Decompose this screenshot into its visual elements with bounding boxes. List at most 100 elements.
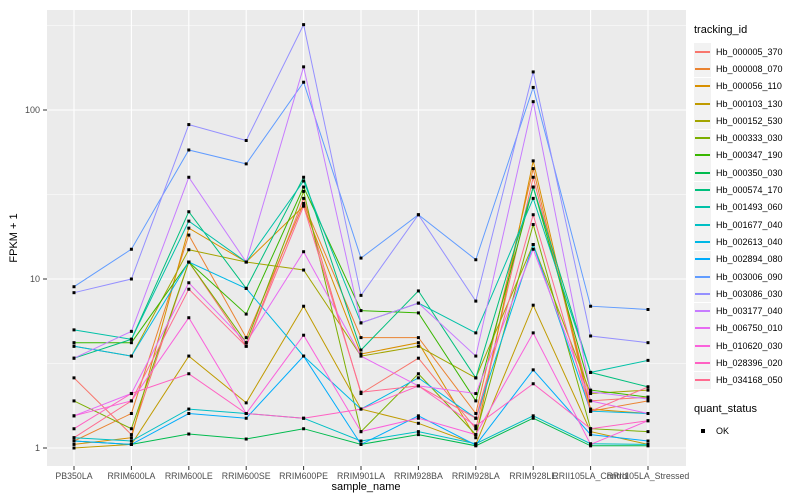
data-point — [416, 372, 420, 376]
data-point — [359, 256, 363, 260]
legend-item-label: Hb_003086_030 — [716, 288, 783, 299]
data-point — [72, 436, 76, 440]
data-point — [244, 412, 248, 416]
legend-line-swatch — [695, 223, 710, 226]
legend-item: Hb_010620_030 — [694, 337, 798, 355]
data-point — [589, 390, 593, 394]
y-tick-label: 1 — [35, 443, 40, 453]
legend-item: Hb_000347_190 — [694, 146, 798, 164]
legend-key — [694, 181, 711, 199]
legend-point-swatch — [700, 428, 705, 433]
data-point — [187, 287, 191, 291]
legend-item-label: Hb_000333_030 — [716, 133, 783, 144]
legend-item-label: Hb_000008_070 — [716, 63, 783, 74]
legend-item-label: Hb_000152_530 — [716, 115, 783, 126]
legend-item-label: Hb_000103_130 — [716, 98, 783, 109]
legend-line-swatch — [695, 344, 710, 347]
data-point — [589, 430, 593, 434]
data-point — [187, 354, 191, 358]
x-tick-label: RRIM928BA — [394, 471, 443, 481]
legend-item-label: Hb_002613_040 — [716, 236, 783, 247]
legend-item-label: Hb_034168_050 — [716, 375, 783, 386]
x-tick-label: RRII105LA_Control — [552, 471, 628, 481]
data-point — [416, 344, 420, 348]
data-point — [589, 304, 593, 308]
legend-line-swatch — [695, 275, 710, 278]
data-point — [244, 341, 248, 345]
x-tick-label: RRII105LA_Stressed — [607, 471, 690, 481]
data-point — [302, 80, 306, 84]
data-point — [302, 416, 306, 420]
legend-key — [694, 43, 711, 61]
data-point — [129, 427, 133, 431]
data-point — [129, 436, 133, 440]
data-point — [244, 286, 248, 290]
legend-key — [694, 77, 711, 95]
legend-item: Hb_000008_070 — [694, 60, 798, 78]
data-point — [302, 23, 306, 27]
data-point — [187, 316, 191, 320]
data-point — [187, 372, 191, 376]
y-tick-label: 10 — [30, 274, 40, 284]
legend-item-label: Hb_000056_110 — [716, 81, 782, 92]
quant-status-label: OK — [716, 425, 730, 436]
data-point — [531, 414, 535, 418]
data-point — [589, 334, 593, 338]
data-point — [359, 348, 363, 352]
data-point — [589, 427, 593, 431]
data-point — [589, 433, 593, 437]
legend-item: Hb_006750_010 — [694, 319, 798, 337]
legend-key — [694, 422, 711, 439]
fpkm-profile-chart: 1 10 100 PB350LA RRIM600LA RRIM600LE RRIM600SE… — [25, 10, 690, 481]
data-point — [474, 299, 478, 303]
y-axis-title: FPKM + 1 — [8, 213, 20, 263]
legend-item: Hb_000574_170 — [694, 181, 798, 199]
data-point — [646, 419, 650, 423]
legend-key — [694, 354, 711, 372]
data-point — [531, 331, 535, 335]
legend-line-swatch — [695, 189, 710, 192]
data-point — [187, 175, 191, 179]
legend-key — [694, 164, 711, 182]
data-point — [187, 210, 191, 214]
data-point — [187, 148, 191, 152]
data-point — [531, 213, 535, 217]
data-point — [244, 336, 248, 340]
legend-line-swatch — [695, 327, 710, 330]
data-point — [302, 333, 306, 337]
data-point — [129, 247, 133, 251]
data-point — [416, 301, 420, 305]
data-point — [646, 399, 650, 403]
data-point — [187, 260, 191, 264]
x-tick-label: RRIM600LA — [107, 471, 155, 481]
legend-item-label: Hb_001677_040 — [716, 219, 783, 230]
data-point — [302, 427, 306, 431]
data-point — [129, 433, 133, 437]
data-point — [129, 329, 133, 333]
legend-item: Hb_001677_040 — [694, 216, 798, 234]
legend-line-swatch — [695, 102, 710, 105]
data-point — [474, 392, 478, 396]
data-point — [244, 312, 248, 316]
legend-key — [694, 146, 711, 164]
legend-item: Hb_000005_370 — [694, 43, 798, 61]
legend-key — [694, 216, 711, 234]
data-point — [531, 368, 535, 372]
data-point — [474, 433, 478, 437]
data-point — [187, 412, 191, 416]
data-point — [531, 70, 535, 74]
legend-key — [694, 302, 711, 320]
data-point — [302, 250, 306, 254]
data-point — [416, 336, 420, 340]
data-point — [416, 421, 420, 425]
data-point — [129, 399, 133, 403]
data-point — [302, 196, 306, 200]
data-point — [72, 439, 76, 443]
data-point — [72, 344, 76, 348]
data-point — [302, 304, 306, 308]
data-point — [416, 289, 420, 293]
data-point — [416, 430, 420, 434]
legend-line-swatch — [695, 171, 710, 174]
data-point — [244, 138, 248, 142]
legend-title-tracking-id: tracking_id — [694, 24, 748, 36]
